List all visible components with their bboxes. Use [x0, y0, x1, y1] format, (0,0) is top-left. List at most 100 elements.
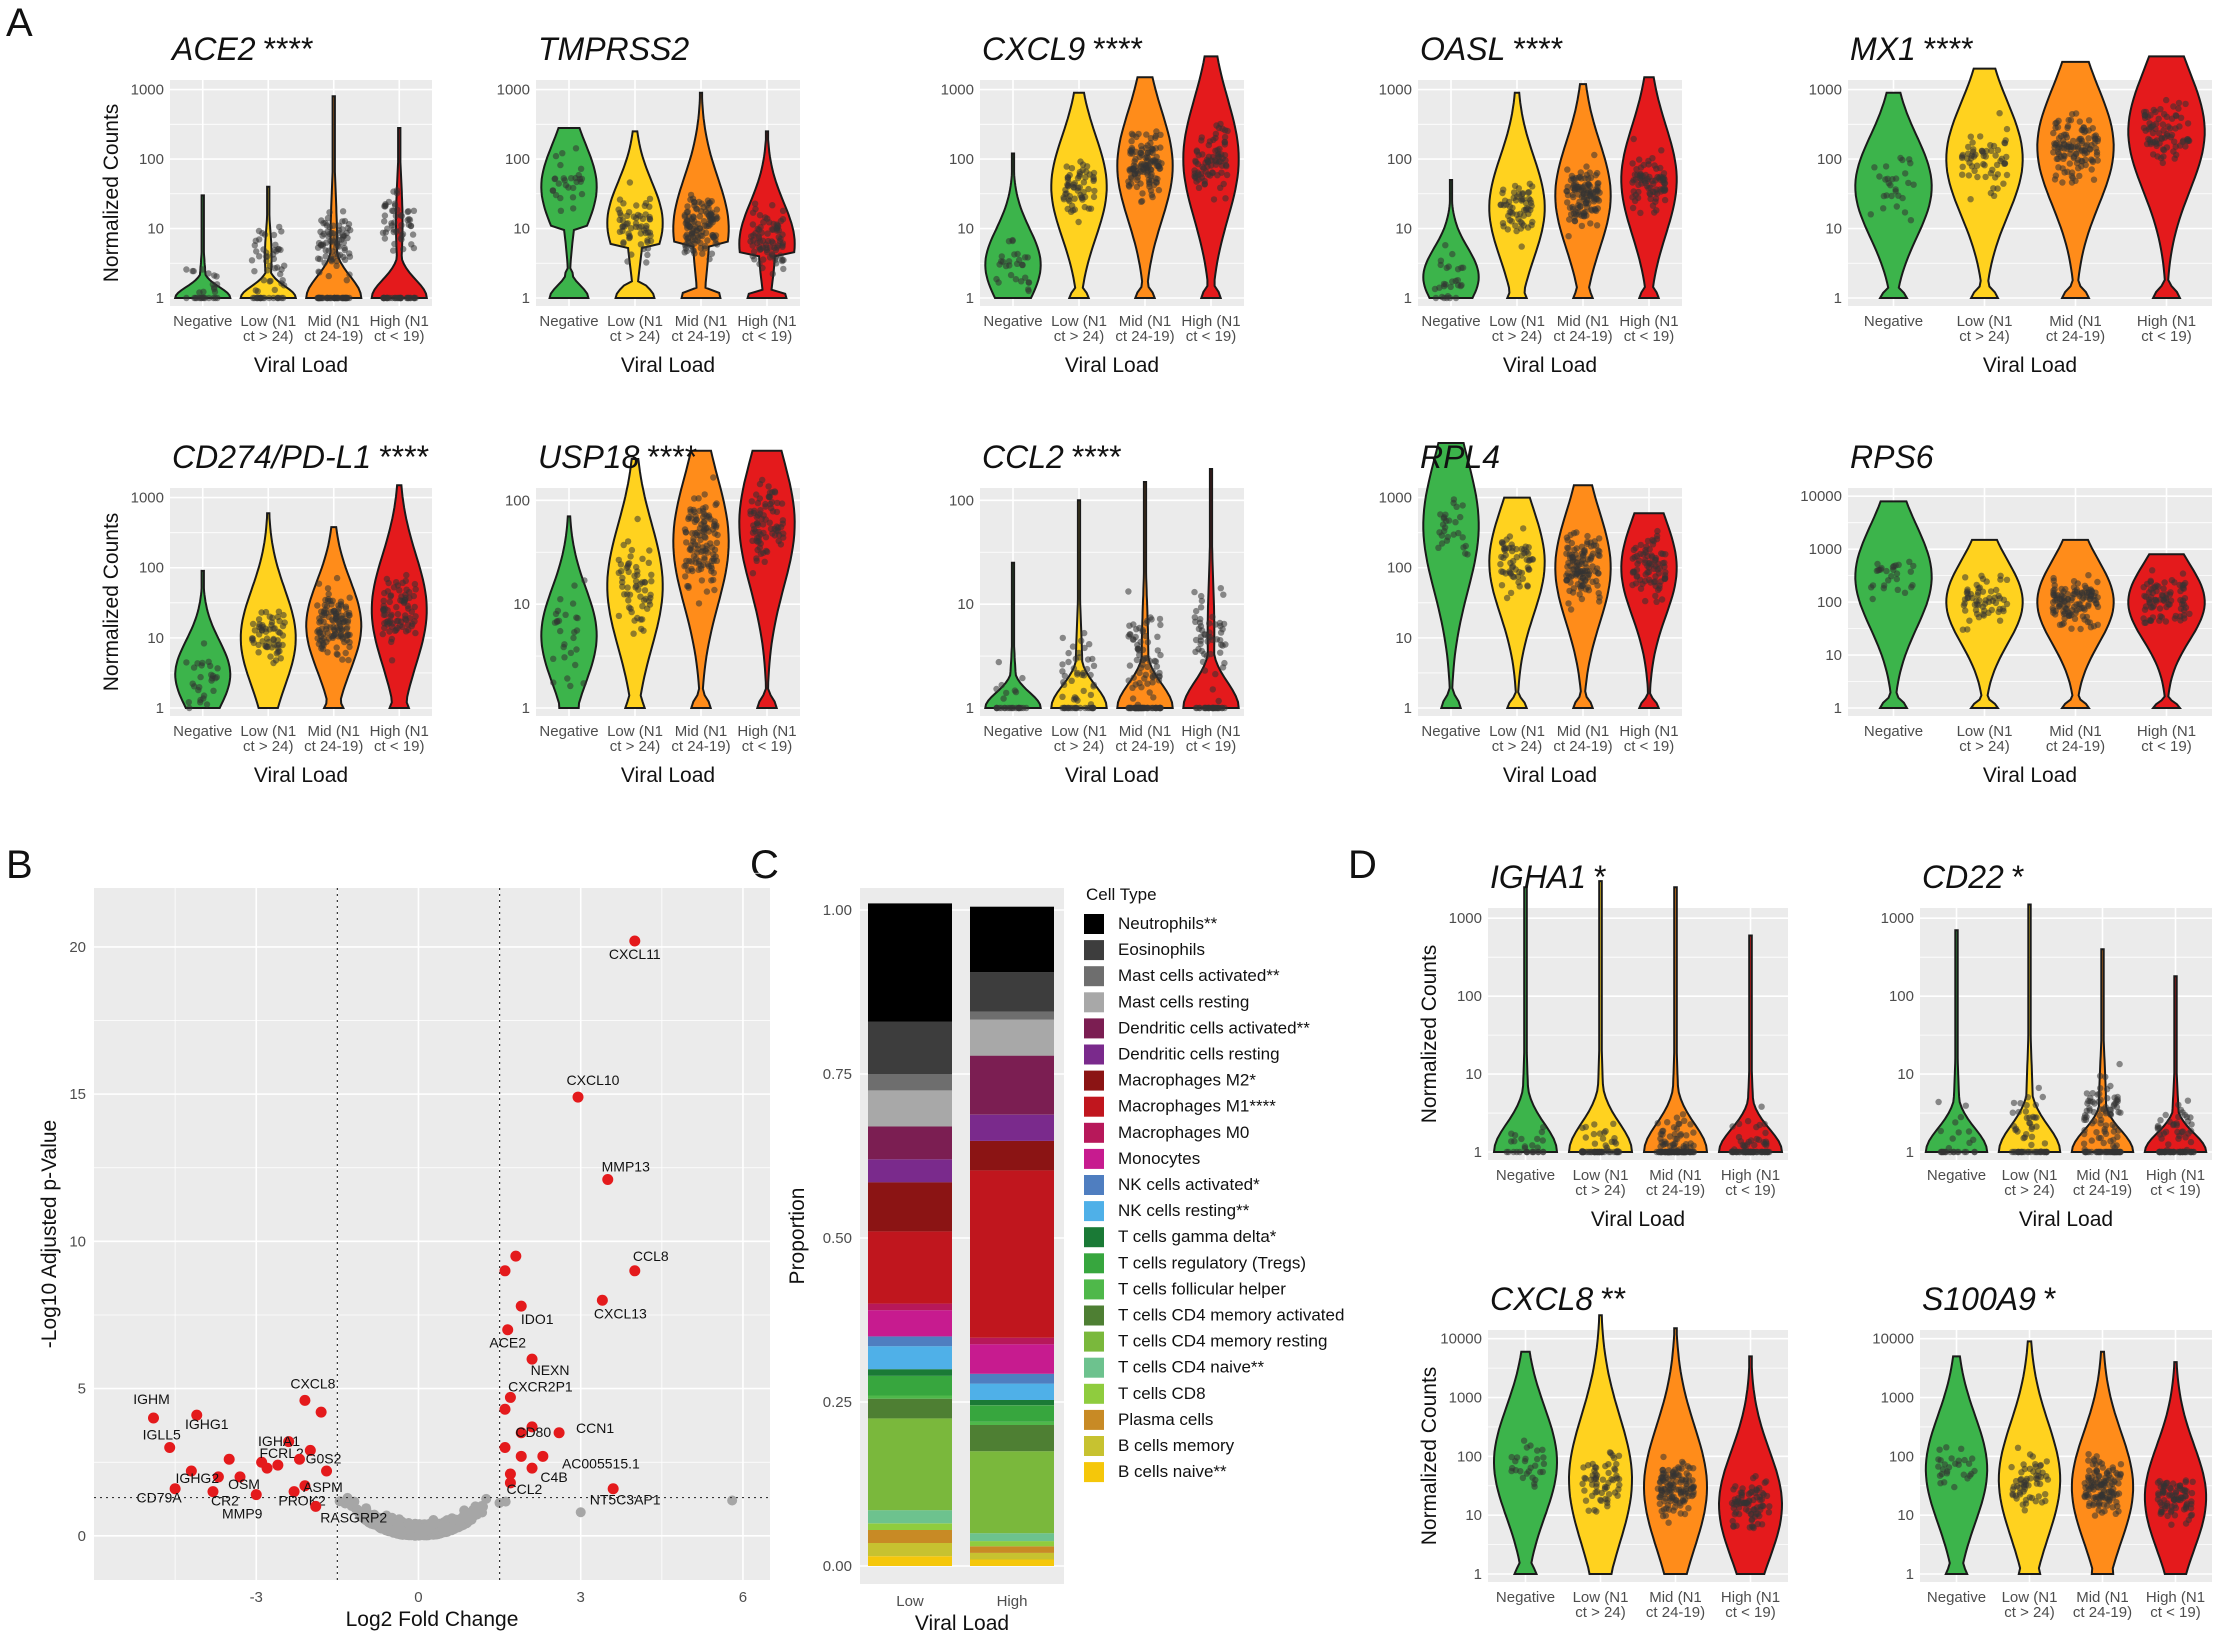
data-point: [1011, 687, 1019, 694]
legend-swatch: [1084, 1122, 1104, 1143]
data-point: [1582, 1123, 1590, 1131]
data-point: [2050, 599, 2057, 606]
data-point: [2041, 1140, 2049, 1147]
data-point: [2031, 1114, 2039, 1121]
data-point: [1090, 681, 1098, 689]
bar-segment: [970, 1421, 1054, 1425]
volcano-point-sig: [596, 1294, 608, 1306]
bar-segment: [868, 1231, 952, 1304]
volcano-point-sig: [602, 1174, 614, 1186]
data-point: [1652, 198, 1659, 205]
data-point: [339, 656, 346, 663]
data-point: [1069, 643, 1077, 650]
data-point: [624, 591, 631, 598]
x-tick-label: Mid (N1: [1119, 723, 1172, 740]
data-point: [754, 538, 761, 546]
y-tick-label: 1000: [1449, 910, 1482, 927]
data-point: [570, 634, 577, 642]
violin-negative: [1492, 886, 1559, 1153]
data-point: [2165, 1141, 2172, 1148]
data-point: [2024, 1094, 2032, 1101]
data-point: [2182, 1134, 2189, 1141]
data-point: [1594, 183, 1601, 190]
y-tick-label: 100: [505, 492, 530, 509]
data-point: [570, 184, 577, 192]
data-point: [1656, 565, 1664, 572]
data-point: [1157, 704, 1164, 712]
legend-label: T cells regulatory (Tregs): [1118, 1253, 1306, 1272]
data-point: [387, 593, 394, 600]
data-point: [1761, 1120, 1768, 1128]
violin-low: [1997, 903, 2062, 1153]
data-point: [1136, 651, 1143, 659]
data-point: [197, 294, 205, 302]
data-point: [2171, 138, 2178, 145]
bar-segment: [868, 903, 952, 1022]
volcano-point-ns: [477, 1507, 488, 1518]
data-point: [274, 294, 281, 302]
data-point: [2032, 1101, 2040, 1109]
data-point: [2102, 1110, 2109, 1117]
data-point: [328, 601, 335, 608]
data-point: [2008, 1148, 2016, 1156]
data-point: [255, 227, 263, 235]
data-point: [703, 512, 710, 520]
data-point: [1219, 704, 1226, 712]
data-point: [1129, 636, 1137, 643]
data-point: [695, 495, 702, 502]
data-point: [214, 665, 221, 672]
bar-segment: [868, 1418, 952, 1511]
data-point: [276, 223, 283, 231]
data-point: [2033, 1123, 2040, 1130]
data-point: [1147, 139, 1154, 147]
gene-label: IGHG2: [176, 1470, 220, 1486]
data-point: [1512, 1458, 1519, 1465]
data-point: [684, 203, 691, 210]
data-point: [646, 195, 654, 202]
data-point: [1061, 672, 1069, 680]
data-point: [190, 664, 198, 671]
data-point: [2114, 1093, 2121, 1101]
data-point: [1630, 546, 1638, 554]
data-point: [1955, 1129, 1962, 1136]
data-point: [2023, 1114, 2031, 1122]
data-point: [2172, 143, 2179, 150]
data-point: [1149, 704, 1157, 712]
data-point: [1221, 133, 1229, 141]
data-point: [1666, 1148, 1674, 1156]
significance-stars: *: [1594, 859, 1606, 895]
data-point: [324, 585, 332, 592]
y-axis-title: Normalized Counts: [100, 513, 123, 692]
data-point: [1223, 171, 1231, 179]
data-point: [707, 210, 714, 217]
x-tick-label: High (N1: [737, 313, 796, 330]
data-point: [1519, 1474, 1527, 1482]
data-point: [251, 242, 258, 249]
data-point: [1990, 192, 1998, 199]
data-point: [682, 573, 689, 580]
chart-title: TMPRSS2: [538, 31, 689, 67]
data-point: [1142, 632, 1149, 640]
x-tick-label: Low (N1: [1957, 313, 2013, 330]
data-point: [2078, 126, 2085, 134]
x-tick-label: High: [997, 1593, 1028, 1610]
data-point: [2142, 593, 2149, 601]
data-point: [1582, 199, 1590, 206]
data-point: [1875, 567, 1882, 574]
data-point: [1646, 576, 1653, 583]
volcano-point-sig: [304, 1444, 316, 1456]
data-point: [333, 250, 340, 257]
data-point: [1995, 608, 2002, 616]
data-point: [1501, 197, 1509, 204]
data-point: [1126, 662, 1134, 669]
data-point: [1130, 621, 1137, 628]
gene-label: RASGRP2: [320, 1509, 387, 1525]
y-tick-label: 10: [1395, 221, 1412, 238]
data-point: [751, 200, 759, 207]
data-point: [1522, 206, 1530, 214]
data-point: [695, 600, 703, 607]
data-point: [2094, 578, 2101, 586]
data-point: [569, 600, 577, 607]
data-point: [2182, 604, 2190, 611]
